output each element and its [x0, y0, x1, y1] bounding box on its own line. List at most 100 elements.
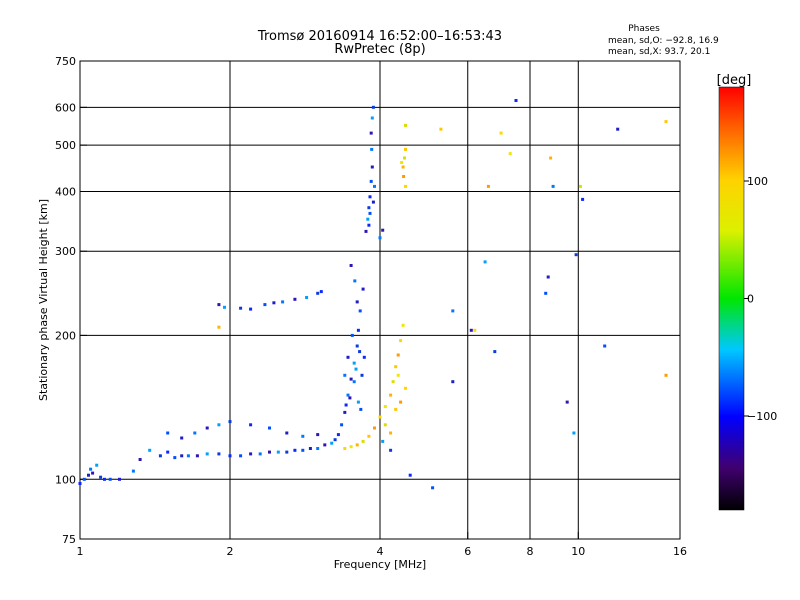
- x-mode-point: [401, 323, 405, 327]
- x-tick-label: 8: [527, 545, 534, 558]
- o-mode-point: [293, 448, 297, 452]
- x-mode-point: [396, 353, 400, 357]
- o-mode-point: [239, 454, 243, 458]
- o-mode-point: [355, 344, 359, 348]
- o-mode-point: [138, 458, 142, 461]
- o-mode-point: [364, 229, 368, 233]
- o-mode-point: [483, 260, 487, 264]
- o-mode-point: [319, 290, 323, 294]
- o-mode-point: [514, 99, 518, 102]
- o-mode-point: [82, 477, 86, 481]
- o-mode-point: [258, 452, 262, 456]
- x-mode-point: [349, 445, 353, 449]
- o-mode-point: [333, 438, 337, 442]
- o-mode-point: [373, 184, 376, 188]
- o-mode-point: [103, 477, 106, 481]
- o-mode-point: [361, 287, 365, 291]
- y-axis-label: Stationary phase Virtual Height [km]: [37, 199, 50, 401]
- o-mode-point: [381, 439, 385, 443]
- o-mode-point: [249, 452, 253, 456]
- o-mode-point: [355, 300, 359, 304]
- o-mode-point: [346, 355, 350, 359]
- colorbar-tick-label: −100: [747, 410, 777, 423]
- x-mode-point: [439, 127, 443, 131]
- o-mode-point: [349, 264, 353, 267]
- y-tick-label: 100: [55, 473, 76, 486]
- o-mode-point: [389, 448, 393, 452]
- o-mode-point: [166, 450, 170, 454]
- o-mode-point: [493, 350, 497, 354]
- x-mode-point: [400, 161, 404, 164]
- o-mode-point: [344, 403, 348, 407]
- o-mode-point: [370, 147, 374, 151]
- o-mode-point: [408, 473, 412, 477]
- o-mode-point: [381, 228, 385, 232]
- x-mode-point: [549, 156, 553, 160]
- x-mode-point: [217, 325, 221, 329]
- x-mode-point: [391, 380, 395, 384]
- o-mode-point: [343, 373, 347, 377]
- x-axis-label: Frequency [MHz]: [334, 558, 426, 571]
- x-mode-point: [394, 407, 398, 411]
- o-mode-point: [276, 450, 280, 454]
- o-mode-point: [350, 333, 354, 337]
- o-mode-point: [301, 434, 305, 438]
- x-tick-label: 16: [673, 545, 687, 558]
- x-mode-point: [383, 405, 387, 408]
- x-mode-point: [361, 439, 365, 443]
- o-mode-point: [316, 433, 320, 437]
- y-tick-label: 400: [55, 185, 76, 198]
- o-mode-point: [249, 423, 253, 427]
- x-mode-point: [403, 156, 406, 160]
- o-mode-point: [356, 400, 360, 404]
- o-mode-point: [223, 305, 226, 309]
- o-mode-point: [369, 131, 373, 135]
- x-tick-label: 4: [377, 545, 384, 558]
- o-mode-point: [343, 410, 347, 414]
- o-mode-point: [173, 456, 177, 460]
- o-mode-point: [565, 400, 569, 404]
- o-mode-point: [186, 454, 190, 458]
- x-mode-point: [383, 423, 387, 427]
- o-mode-point: [348, 396, 352, 400]
- colorbar-tick-label: 100: [747, 175, 768, 188]
- o-mode-point: [118, 477, 121, 481]
- x-mode-point: [508, 152, 512, 156]
- o-mode-point: [263, 303, 267, 307]
- o-mode-point: [316, 291, 320, 295]
- colorbar: [deg] −100 0 100: [717, 73, 777, 511]
- x-mode-point: [401, 165, 405, 169]
- o-mode-point: [87, 473, 90, 477]
- o-mode-point: [301, 448, 305, 452]
- o-mode-point: [352, 361, 356, 365]
- o-mode-point: [431, 486, 435, 490]
- o-mode-point: [356, 328, 360, 332]
- o-mode-point: [354, 367, 358, 371]
- x-mode-point: [389, 431, 393, 435]
- o-mode-point: [281, 300, 285, 304]
- o-mode-point: [285, 431, 289, 435]
- o-mode-point: [349, 377, 353, 381]
- x-mode-point: [402, 175, 406, 178]
- o-mode-point: [330, 441, 334, 445]
- x-tick-label: 1: [77, 545, 84, 558]
- o-mode-point: [89, 467, 93, 471]
- o-mode-point: [370, 165, 374, 169]
- colorbar-label: [deg]: [717, 73, 752, 88]
- o-mode-point: [323, 443, 327, 447]
- x-mode-point: [404, 386, 407, 390]
- o-mode-point: [249, 307, 253, 311]
- o-mode-point: [166, 431, 170, 435]
- x-mode-point: [399, 339, 403, 343]
- x-mode-point: [499, 131, 503, 135]
- y-tick-label: 750: [55, 55, 76, 68]
- colorbar-ticks: −100 0 100: [744, 175, 777, 423]
- x-mode-point: [404, 147, 407, 151]
- o-mode-point: [378, 236, 382, 240]
- o-mode-point: [451, 309, 455, 313]
- o-mode-point: [305, 296, 309, 299]
- data-points: [78, 99, 668, 490]
- o-mode-point: [193, 431, 197, 435]
- chart-subtitle: RwPretec (8p): [334, 42, 425, 57]
